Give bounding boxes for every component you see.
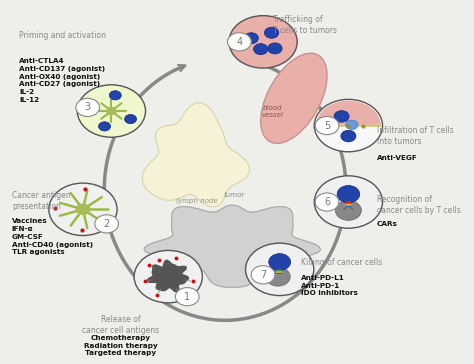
Text: blood
vessel: blood vessel: [262, 104, 283, 118]
Text: Priming and activation: Priming and activation: [19, 31, 106, 40]
Bar: [346, 203, 351, 204]
Polygon shape: [142, 103, 250, 207]
Bar: [346, 206, 351, 207]
Bar: [277, 271, 282, 273]
Text: tumor: tumor: [224, 193, 245, 198]
Circle shape: [229, 16, 297, 68]
Text: Release of
cancer cell antigens: Release of cancer cell antigens: [82, 315, 159, 335]
Circle shape: [341, 130, 356, 142]
Text: 5: 5: [324, 120, 330, 131]
Text: Anti-PD-L1
Anti-PD-1
IDO inhibitors: Anti-PD-L1 Anti-PD-1 IDO inhibitors: [301, 275, 358, 296]
Circle shape: [264, 27, 279, 38]
Text: Trafficking of
T cells to tumors: Trafficking of T cells to tumors: [273, 15, 337, 35]
Text: 6: 6: [324, 197, 330, 207]
Circle shape: [106, 107, 117, 115]
Text: Vaccines
IFN-α
GM-CSF
Anti-CD40 (agonist)
TLR agonists: Vaccines IFN-α GM-CSF Anti-CD40 (agonist…: [12, 218, 93, 256]
Circle shape: [95, 215, 118, 233]
Wedge shape: [316, 101, 381, 126]
Text: 7: 7: [260, 270, 266, 280]
Text: Infiltration of T cells
into tumors: Infiltration of T cells into tumors: [377, 126, 454, 146]
Circle shape: [336, 201, 361, 220]
Bar: [277, 270, 282, 271]
Polygon shape: [146, 260, 189, 292]
Circle shape: [134, 250, 202, 303]
Circle shape: [334, 111, 349, 122]
Circle shape: [109, 91, 121, 100]
Bar: [346, 204, 351, 206]
Bar: [346, 202, 351, 203]
Circle shape: [175, 288, 199, 306]
Text: Anti-VEGF: Anti-VEGF: [377, 155, 418, 161]
Text: 2: 2: [103, 219, 110, 229]
Circle shape: [314, 176, 383, 228]
Circle shape: [244, 33, 258, 44]
Bar: [316, 124, 381, 127]
Bar: [277, 269, 282, 270]
Bar: [277, 273, 282, 274]
Circle shape: [77, 85, 146, 137]
Circle shape: [337, 186, 360, 203]
Text: 3: 3: [85, 102, 91, 112]
Circle shape: [76, 98, 100, 116]
Circle shape: [99, 122, 110, 131]
Text: CARs: CARs: [377, 221, 398, 227]
Text: 1: 1: [184, 292, 190, 302]
Circle shape: [346, 120, 358, 130]
Circle shape: [228, 33, 251, 51]
Circle shape: [251, 266, 275, 284]
Circle shape: [75, 203, 91, 215]
Circle shape: [125, 114, 137, 124]
Circle shape: [269, 254, 291, 270]
Polygon shape: [144, 205, 320, 287]
Circle shape: [268, 43, 282, 54]
Text: Killing of cancer cells: Killing of cancer cells: [301, 258, 382, 268]
Circle shape: [314, 99, 383, 152]
Circle shape: [85, 102, 97, 111]
Text: Anti-CTLA4
Anti-CD137 (agonist)
Anti-OX40 (agonist)
Anti-CD27 (agonist)
IL-2
IL-: Anti-CTLA4 Anti-CD137 (agonist) Anti-OX4…: [19, 58, 105, 103]
Circle shape: [254, 44, 268, 55]
Text: lymph node: lymph node: [176, 198, 218, 204]
Text: Chemotherapy
Radiation therapy
Targeted therapy: Chemotherapy Radiation therapy Targeted …: [84, 335, 158, 356]
Text: 4: 4: [237, 37, 242, 47]
Circle shape: [315, 193, 339, 211]
Text: Cancer antigen
presentation: Cancer antigen presentation: [12, 191, 71, 211]
Circle shape: [265, 267, 290, 286]
Circle shape: [49, 183, 117, 236]
Text: Recognition of
cancer cells by T cells: Recognition of cancer cells by T cells: [377, 195, 461, 215]
Circle shape: [246, 243, 314, 296]
Circle shape: [315, 116, 339, 135]
Ellipse shape: [261, 53, 327, 143]
